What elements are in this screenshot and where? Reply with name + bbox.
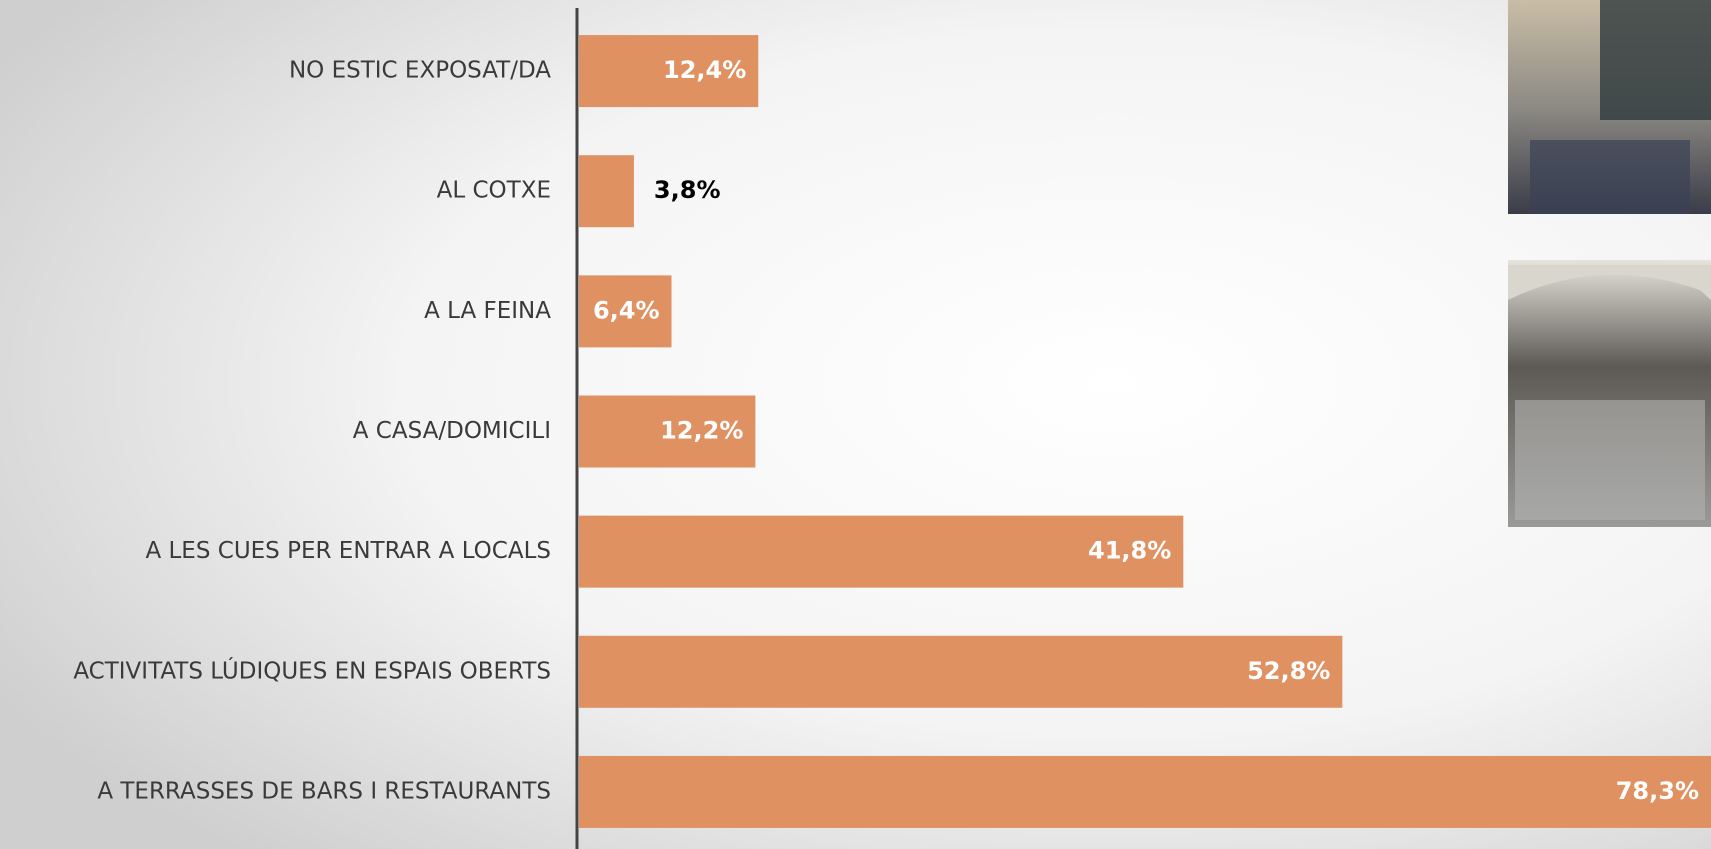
value-label: 78,3% <box>1616 777 1699 805</box>
page: NO ESTIC EXPOSAT/DA 12,4% AL COTXE 3,8% A LA… <box>0 0 1711 849</box>
value-label: 3,8% <box>654 176 721 204</box>
photo-queue <box>1508 0 1711 214</box>
photo-terrace <box>1508 260 1711 527</box>
value-label: 12,2% <box>660 417 743 445</box>
value-label: 12,4% <box>663 56 746 84</box>
bar <box>579 756 1711 828</box>
background <box>0 0 1711 849</box>
category-label: NO ESTIC EXPOSAT/DA <box>289 58 551 84</box>
chart: NO ESTIC EXPOSAT/DA 12,4% AL COTXE 3,8% A LA… <box>0 0 1711 849</box>
value-label: 52,8% <box>1247 657 1330 685</box>
category-label: A LES CUES PER ENTRAR A LOCALS <box>145 538 551 564</box>
category-label: A CASA/DOMICILI <box>353 418 551 444</box>
bar <box>579 155 634 227</box>
category-label: ACTIVITATS LÚDIQUES EN ESPAIS OBERTS <box>73 656 551 684</box>
value-label: 6,4% <box>593 296 660 324</box>
category-label: A TERRASSES DE BARS I RESTAURANTS <box>97 778 551 804</box>
category-label: A LA FEINA <box>424 298 551 324</box>
bar <box>579 636 1342 708</box>
value-label: 41,8% <box>1088 537 1171 565</box>
category-label: AL COTXE <box>437 178 551 204</box>
